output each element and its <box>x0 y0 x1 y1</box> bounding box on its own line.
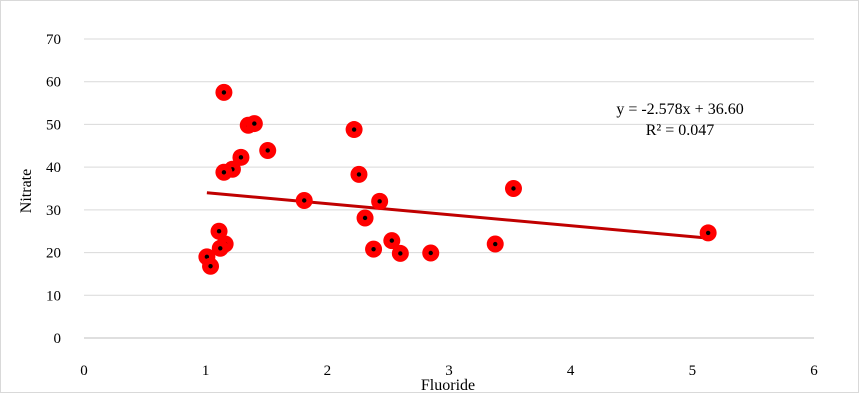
y-tick-label: 40 <box>46 160 61 176</box>
data-point <box>486 235 504 253</box>
data-point <box>371 192 389 210</box>
data-point-center <box>221 90 227 95</box>
y-axis-tick-labels: 0 10 20 30 40 50 60 70 <box>46 32 61 347</box>
gridlines <box>84 38 814 339</box>
data-point <box>504 180 522 197</box>
data-point-center <box>377 199 382 204</box>
data-point <box>215 163 233 181</box>
y-tick-label: 60 <box>46 75 61 91</box>
y-tick-label: 20 <box>46 246 61 262</box>
data-point-center <box>389 238 395 243</box>
x-tick-label: 3 <box>445 363 453 379</box>
x-tick-label: 6 <box>810 363 818 379</box>
data-point-center <box>238 155 244 160</box>
linear-trendline <box>206 191 709 240</box>
data-point-center <box>705 230 711 236</box>
x-axis-tick-labels: 0 1 2 3 4 5 6 <box>80 363 818 379</box>
data-point <box>210 222 228 240</box>
x-tick-label: 0 <box>80 363 88 379</box>
x-tick-label: 5 <box>689 363 697 379</box>
data-point-center <box>216 229 222 234</box>
data-point-center <box>221 170 227 175</box>
data-point <box>202 257 220 275</box>
data-point <box>259 141 277 159</box>
x-tick-label: 2 <box>324 363 332 379</box>
data-point <box>245 115 263 133</box>
data-point <box>211 239 229 257</box>
x-tick-label: 4 <box>567 363 575 379</box>
y-tick-label: 0 <box>54 331 62 347</box>
trendline-equation: y = -2.578x + 36.60 <box>616 101 743 118</box>
trendline-layer <box>206 191 709 240</box>
data-point-center <box>356 172 362 177</box>
data-point <box>383 232 401 250</box>
data-point-center <box>218 246 223 251</box>
data-point <box>350 165 368 183</box>
data-point <box>422 244 440 262</box>
data-point <box>356 209 374 227</box>
data-point-center <box>511 186 516 191</box>
data-point <box>295 191 313 209</box>
data-point <box>345 121 363 139</box>
data-point-center <box>252 121 257 126</box>
x-axis-title: Fluoride <box>421 377 475 392</box>
data-point-center <box>204 254 210 260</box>
y-tick-label: 30 <box>46 203 61 219</box>
y-tick-label: 10 <box>46 288 61 304</box>
data-point <box>365 240 383 258</box>
data-point-center <box>371 246 376 252</box>
data-point-center <box>362 215 368 221</box>
data-point-center <box>208 264 213 269</box>
y-axis-title: Nitrate <box>18 169 35 213</box>
data-point <box>391 244 409 262</box>
y-tick-label: 70 <box>46 32 61 48</box>
x-tick-label: 1 <box>202 363 210 379</box>
data-point-center <box>398 251 403 256</box>
data-point <box>699 224 717 242</box>
data-point <box>232 148 250 166</box>
data-point <box>215 83 233 101</box>
data-point-center <box>265 148 270 153</box>
data-points <box>198 83 717 275</box>
data-point-center <box>302 198 307 203</box>
y-tick-label: 50 <box>46 117 61 133</box>
data-point-center <box>428 250 433 256</box>
data-point-center <box>351 127 357 132</box>
data-point-center <box>493 241 498 247</box>
trendline-r-squared: R² = 0.047 <box>646 122 715 139</box>
